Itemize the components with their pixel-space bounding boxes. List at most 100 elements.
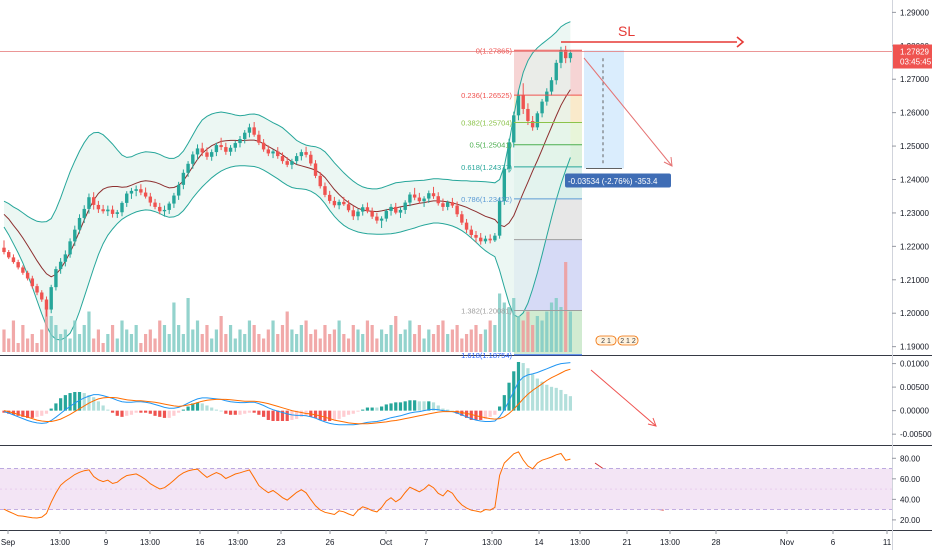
macd-histogram-bar [526,368,530,411]
macd-histogram-bar [26,410,30,418]
volume-bar [30,334,34,352]
volume-bar [356,329,360,352]
volume-bar [7,338,11,352]
macd-histogram-bar [450,410,454,412]
fibonacci-levels[interactable]: 0(1.27865) 0.236(1.26525) 0.382(1.25704) 0.… [461,46,582,360]
volume-bar [479,334,483,352]
candle-body [488,238,492,241]
macd-histogram-bar [498,406,502,411]
volume-bar [299,325,303,352]
candle-body [68,241,72,255]
macd-histogram-bar [380,406,384,411]
candle-body [110,209,115,214]
time-tick-label: Sep [1,538,16,547]
volume-bar [243,334,247,352]
candle-body [535,113,540,128]
volume-bar [68,338,72,352]
price-scale[interactable]: 1.290001.280001.270001.260001.250001.240… [892,8,932,525]
signal-line [3,368,571,425]
measure-badge[interactable] [565,173,671,188]
macd-histogram-bar [247,410,252,413]
measure-box[interactable] [584,50,624,169]
macd-histogram-bar [167,410,171,418]
macd-histogram-bar [342,410,346,417]
candle-body [195,148,200,155]
macd-histogram-bar [148,410,152,414]
macd-histogram-bar [389,403,393,411]
macd-histogram-bar [96,401,100,411]
candle-body [361,207,365,212]
macd-histogram-bar [252,410,256,413]
volume-bar [559,307,563,352]
candle-body [521,94,525,109]
candle-body [266,149,271,154]
event-badge[interactable] [595,335,617,346]
measure-tool[interactable]: -0.03534 (-2.76%) -353.4 [565,50,671,188]
candle-body [545,91,549,102]
time-tick-label: 21 [623,538,632,547]
macd-histogram-bar [30,410,34,418]
volume-bar [436,325,440,352]
time-tick-label: 13:00 [50,538,71,547]
time-axis[interactable]: Sep 13:00 9 13:00 16 13:00 23 26 Oct 7 13:00 14 13:0… [1,530,892,547]
last-price-badge[interactable] [893,44,932,69]
candle-body [469,229,473,235]
candle-body [507,142,511,169]
volume-bar [153,338,157,352]
time-tick-label: 26 [326,538,335,547]
price-tick-label: 1.22000 [900,242,929,251]
bollinger-fill [4,21,571,340]
macd-histogram-bar [177,410,181,413]
volume-bar [11,320,16,352]
candle-body [497,200,502,236]
candle-body [129,190,134,194]
macd-histogram-bar [219,410,223,412]
time-tick-label: 13:00 [228,538,249,547]
volume-bar [144,334,148,352]
macd-histogram-bar [228,410,233,415]
macd-histogram-bar [431,402,436,411]
volume-bar [167,334,171,352]
candle-body [30,278,35,287]
volume-bar [535,316,539,352]
macd-histogram-bar [361,409,365,411]
macd-histogram-bar [40,410,44,416]
macd-histogram-bar [280,410,285,421]
macd-histogram-bar [370,407,374,411]
macd-histogram-bar [313,410,318,418]
volume-bar [191,329,195,352]
macd-histogram-bar [441,408,445,411]
candle-body [228,147,233,152]
macd-histogram-bar [479,410,483,420]
candle-body [526,108,530,122]
volume-bar [252,325,256,352]
candle-body [224,147,228,152]
candle-body [299,152,304,157]
macd-histogram-bar [521,363,525,411]
macd-panel [2,361,572,426]
time-tick-label: 13:00 [660,538,681,547]
macd-histogram-bar [158,410,162,417]
candle-body [200,148,204,153]
event-badge[interactable] [617,335,639,346]
macd-histogram-bar [540,381,544,411]
volume-bar [512,298,516,352]
candle-body [271,151,275,154]
candle-body [290,161,294,165]
candle-body [389,206,393,211]
time-tick-label: 14 [535,538,544,547]
candle-body [58,261,63,270]
projection-arrow-macd [590,369,657,427]
volume-bar [370,325,374,352]
candle-body [205,152,209,157]
event-badge-label: 2 1 [601,338,611,345]
candle-body [115,212,119,214]
fib-level-label: 0.236(1.26525) [461,91,512,100]
candle-body [398,209,403,213]
macd-histogram-bar [384,404,388,411]
volume-bar [77,334,82,352]
macd-histogram-bar [172,410,176,416]
volume-bar [205,325,209,352]
volume-bar [134,325,138,352]
